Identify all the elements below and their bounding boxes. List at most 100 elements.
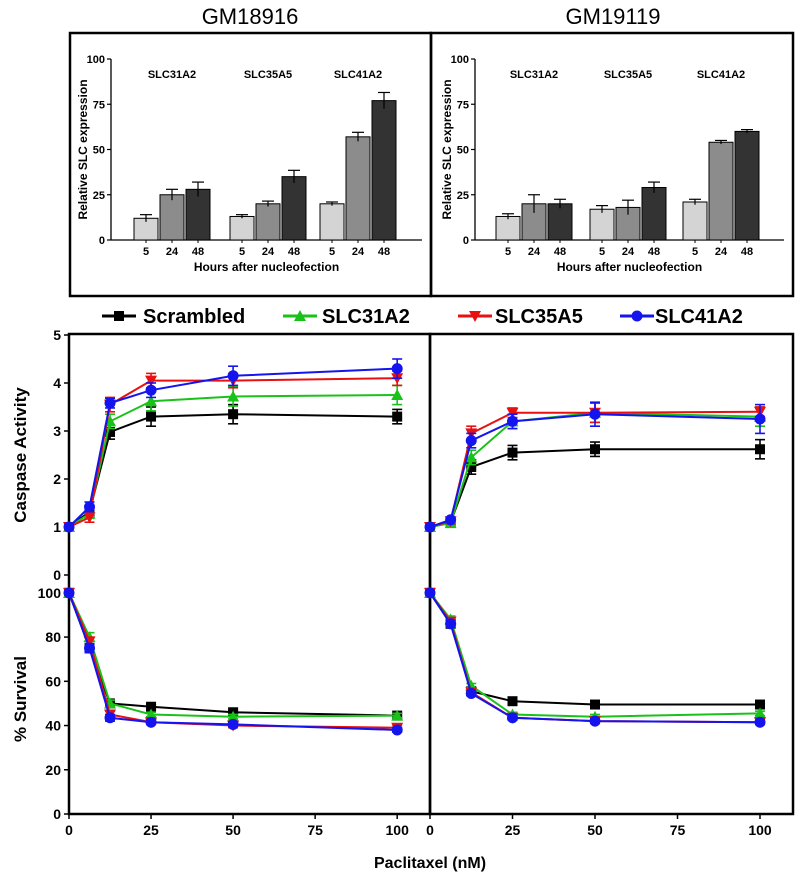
title-gm18916: GM18916	[202, 4, 299, 29]
marker	[754, 413, 766, 425]
x-tick-label: 100	[386, 822, 410, 838]
marker	[228, 409, 239, 420]
marker	[146, 411, 157, 422]
y-tick-label: 1	[53, 519, 61, 535]
marker	[469, 311, 481, 322]
legend-label: SLC35A5	[495, 306, 583, 328]
y-tick-label: 50	[457, 145, 469, 157]
marker	[754, 716, 766, 728]
x-tick-label: 48	[554, 246, 566, 258]
gene-label: SLC35A5	[604, 69, 652, 81]
series-line	[429, 448, 760, 528]
series-line	[68, 377, 398, 528]
y-axis-label: Relative SLC expression	[440, 79, 454, 219]
bar	[229, 215, 255, 241]
marker	[507, 712, 518, 724]
bar	[682, 201, 708, 241]
bar	[185, 188, 211, 241]
x-tick-label: 24	[352, 246, 365, 258]
bar	[547, 203, 573, 241]
marker	[754, 707, 766, 719]
series-line	[68, 592, 398, 731]
y-tick-label: 25	[457, 190, 469, 202]
x-tick-label: 48	[741, 246, 753, 258]
series-line	[429, 410, 761, 528]
marker	[391, 709, 404, 721]
series-line	[429, 413, 761, 528]
x-tick-label: 5	[143, 246, 149, 258]
bar	[734, 130, 760, 241]
marker	[445, 514, 457, 526]
marker	[145, 384, 157, 396]
title-gm19119: GM19119	[566, 4, 661, 29]
marker	[294, 310, 306, 321]
y-tick-label: 100	[87, 54, 105, 66]
marker	[145, 716, 157, 728]
series-line	[429, 592, 760, 706]
series-line	[429, 592, 761, 718]
series-line	[68, 592, 398, 718]
bar	[495, 215, 521, 241]
marker	[506, 407, 519, 419]
x-tick-label: 5	[692, 246, 698, 258]
x-tick-label: 24	[262, 246, 275, 258]
bar	[641, 187, 667, 241]
marker	[391, 724, 403, 736]
x-tick-label: 5	[329, 246, 335, 258]
y-tick-label: 0	[463, 235, 469, 247]
x-tick-label: 0	[65, 822, 73, 838]
x-tick-label: 50	[587, 822, 603, 838]
y-tick-label: 0	[99, 235, 105, 247]
bar	[159, 194, 185, 241]
x-tick-label: 5	[505, 246, 511, 258]
gene-label: SLC41A2	[697, 69, 745, 81]
x-tick-label: 0	[426, 822, 434, 838]
x-axis-label: Hours after nucleofection	[557, 260, 702, 274]
marker	[83, 512, 96, 524]
x-axis-label: Hours after nucleofection	[194, 260, 339, 274]
marker	[114, 311, 124, 321]
marker	[507, 415, 518, 427]
x-tick-label: 75	[670, 822, 686, 838]
y-tick-label: 25	[93, 190, 105, 202]
legend-label: SLC41A2	[655, 306, 743, 328]
marker	[507, 696, 518, 707]
line-panel-frame-right	[428, 332, 795, 816]
x-tick-label: 5	[599, 246, 605, 258]
series-line	[68, 592, 398, 717]
x-tick-label: 100	[748, 822, 772, 838]
marker	[465, 687, 477, 699]
x-tick-label: 48	[378, 246, 390, 258]
y-tick-label: 4	[53, 375, 61, 391]
marker	[227, 370, 239, 382]
legend-label: SLC31A2	[322, 306, 410, 328]
bar-chart-gm18916: 0 25 50 75 100 SLC31A2 5 24 48 SLC35A5 5 24 48 SLC41A…	[76, 54, 422, 274]
gene-label: SLC31A2	[510, 69, 558, 81]
marker	[507, 447, 518, 458]
marker	[424, 521, 436, 533]
y-tick-label: 75	[457, 99, 469, 111]
shared-x-axis-label: Paclitaxel (nM)	[374, 855, 486, 872]
x-tick-label: 5	[239, 246, 245, 258]
y-tick-label: 50	[93, 145, 105, 157]
x-tick-label: 24	[166, 246, 179, 258]
marker	[84, 642, 96, 654]
y-tick-label: 75	[93, 99, 105, 111]
y-tick-label: 20	[45, 762, 61, 778]
x-tick-label: 48	[648, 246, 660, 258]
marker	[63, 521, 75, 533]
x-tick-label: 50	[225, 822, 241, 838]
marker	[227, 718, 239, 730]
y-tick-label: 60	[45, 673, 61, 689]
marker	[631, 310, 643, 322]
bar	[345, 136, 371, 241]
x-tick-label: 24	[715, 246, 728, 258]
bar	[708, 141, 734, 241]
marker	[465, 451, 478, 463]
bar	[589, 208, 615, 241]
gene-label: SLC41A2	[334, 69, 382, 81]
legend-label: Scrambled	[143, 306, 245, 328]
marker	[590, 699, 600, 710]
marker	[145, 395, 158, 407]
